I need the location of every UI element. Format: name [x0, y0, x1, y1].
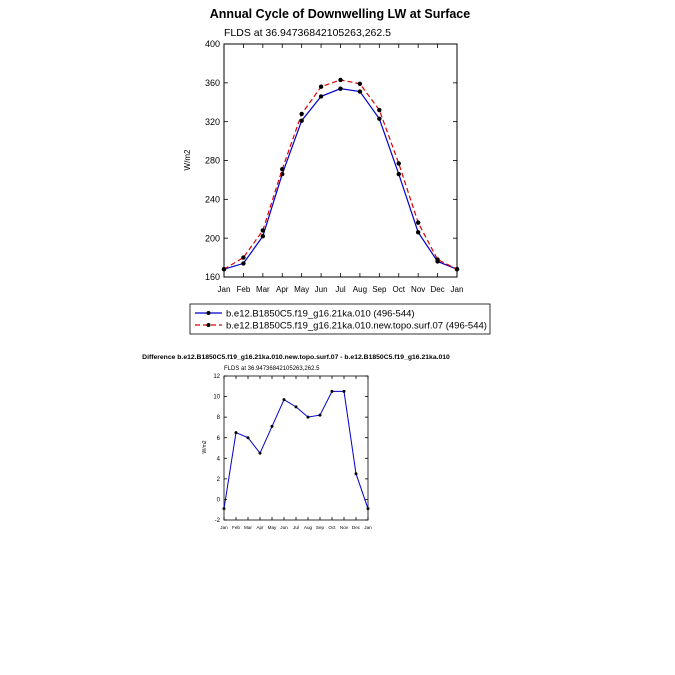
- data-point: [234, 431, 238, 435]
- data-point: [299, 111, 304, 117]
- y-axis-label: W/m2: [183, 149, 192, 170]
- y-tick-label: 8: [217, 415, 221, 421]
- x-tick-label: Oct: [328, 525, 336, 530]
- y-tick-label: 200: [205, 233, 220, 243]
- data-point: [318, 94, 324, 99]
- legend-marker-1: [206, 311, 211, 315]
- data-point: [454, 267, 460, 272]
- difference-line-chart: Difference b.e12.B1850C5.f19_g16.21ka.01…: [142, 354, 450, 530]
- data-point: [415, 220, 421, 225]
- series-line-1: [223, 88, 458, 270]
- data-point: [354, 472, 358, 476]
- y-tick-label: 4: [217, 456, 221, 462]
- data-point: [415, 230, 421, 235]
- data-point: [258, 451, 262, 455]
- legend-label-1: b.e12.B1850C5.f19_g16.21ka.010 (496-544): [226, 309, 415, 320]
- data-point: [294, 405, 298, 409]
- data-point: [306, 415, 310, 419]
- y-axis-label: W/m2: [202, 440, 208, 453]
- y-tick-label: 10: [213, 395, 220, 401]
- y-tick-label: 12: [213, 374, 220, 380]
- data-point: [377, 116, 382, 121]
- chart-subtitle: FLDS at 36.94736842105263,262.5: [224, 366, 320, 372]
- data-point: [282, 398, 286, 402]
- y-tick-label: -2: [215, 518, 221, 524]
- x-tick-label: Jan: [451, 285, 464, 294]
- y-tick-label: 160: [205, 272, 220, 282]
- y-tick-label: 400: [205, 39, 220, 49]
- data-point: [357, 89, 363, 94]
- data-point: [396, 171, 401, 177]
- data-point: [221, 267, 227, 272]
- x-tick-label: Oct: [393, 285, 406, 294]
- x-tick-label: Aug: [353, 285, 367, 294]
- x-tick-label: May: [294, 285, 309, 294]
- data-point: [299, 118, 304, 123]
- series-group: [221, 77, 460, 272]
- x-tick-label: Nov: [340, 525, 349, 530]
- data-point: [330, 389, 334, 393]
- data-point: [338, 77, 343, 83]
- y-tick-label: 360: [205, 78, 220, 88]
- x-tick-label: Jul: [335, 285, 345, 294]
- x-tick-label: Sep: [316, 525, 325, 530]
- legend-box: [189, 303, 491, 335]
- data-point: [318, 84, 324, 89]
- plot-area: 160 200 240 280 320 360 400 Jan Feb Mar Apr May Jun J…: [205, 39, 463, 294]
- x-tick-label: Apr: [276, 285, 289, 294]
- chart-title: Annual Cycle of Downwelling LW at Surfac…: [210, 7, 470, 21]
- legend-marker-2: [206, 323, 211, 327]
- data-point: [396, 161, 401, 166]
- data-point: [241, 255, 246, 260]
- x-tick-label: Dec: [430, 285, 444, 294]
- data-point: [246, 436, 250, 440]
- legend-label-2: b.e12.B1850C5.f19_g16.21ka.010.new.topo.…: [226, 321, 487, 332]
- data-point: [260, 234, 266, 239]
- x-tick-label: Jul: [293, 525, 299, 530]
- data-point: [318, 413, 322, 417]
- data-point: [342, 389, 346, 393]
- data-point: [435, 257, 440, 262]
- data-point: [377, 107, 382, 113]
- data-point: [260, 228, 266, 233]
- y-tick-label: 0: [217, 498, 221, 504]
- data-point: [270, 424, 274, 428]
- x-tick-label: Mar: [256, 285, 270, 294]
- plot-frame: [223, 375, 369, 521]
- data-point: [338, 86, 343, 91]
- x-tick-label: Jun: [315, 285, 328, 294]
- data-point: [357, 81, 363, 87]
- x-tick-label: Aug: [304, 525, 313, 530]
- y-tick-label: 320: [205, 117, 220, 127]
- y-tick-label: 240: [205, 194, 220, 204]
- main-line-chart: Annual Cycle of Downwelling LW at Surfac…: [183, 7, 470, 294]
- chart-subtitle: FLDS at 36.94736842105263,262.5: [224, 27, 391, 39]
- y-tick-label: 2: [217, 477, 221, 483]
- x-tick-label: Jun: [280, 525, 288, 530]
- data-point: [280, 167, 285, 172]
- x-tick-label: Feb: [232, 525, 240, 530]
- x-tick-label: May: [268, 525, 277, 530]
- x-tick-label: Nov: [411, 285, 425, 294]
- x-tick-label: Jan: [218, 285, 231, 294]
- series-line-1: [223, 390, 369, 509]
- series-group: [222, 389, 370, 511]
- x-tick-label: Dec: [352, 525, 361, 530]
- plot-area: -2 0 2 4 6 8 10 12 Jan Feb Mar Apr May Jun Jul Aug Sep Oc…: [213, 374, 372, 530]
- x-tick-label: Feb: [237, 285, 251, 294]
- x-tick-label: Jan: [220, 525, 228, 530]
- data-point: [241, 261, 246, 266]
- x-tick-label: Apr: [256, 525, 264, 530]
- y-tick-label: 280: [205, 156, 220, 166]
- data-point: [222, 507, 226, 511]
- chart-title: Difference b.e12.B1850C5.f19_g16.21ka.01…: [142, 354, 450, 361]
- legend: b.e12.B1850C5.f19_g16.21ka.010 (496-544)…: [189, 303, 491, 335]
- x-tick-label: Mar: [244, 525, 252, 530]
- x-tick-label: Jan: [364, 525, 372, 530]
- y-tick-label: 6: [217, 436, 221, 442]
- data-point: [366, 507, 370, 511]
- x-tick-label: Sep: [372, 285, 387, 294]
